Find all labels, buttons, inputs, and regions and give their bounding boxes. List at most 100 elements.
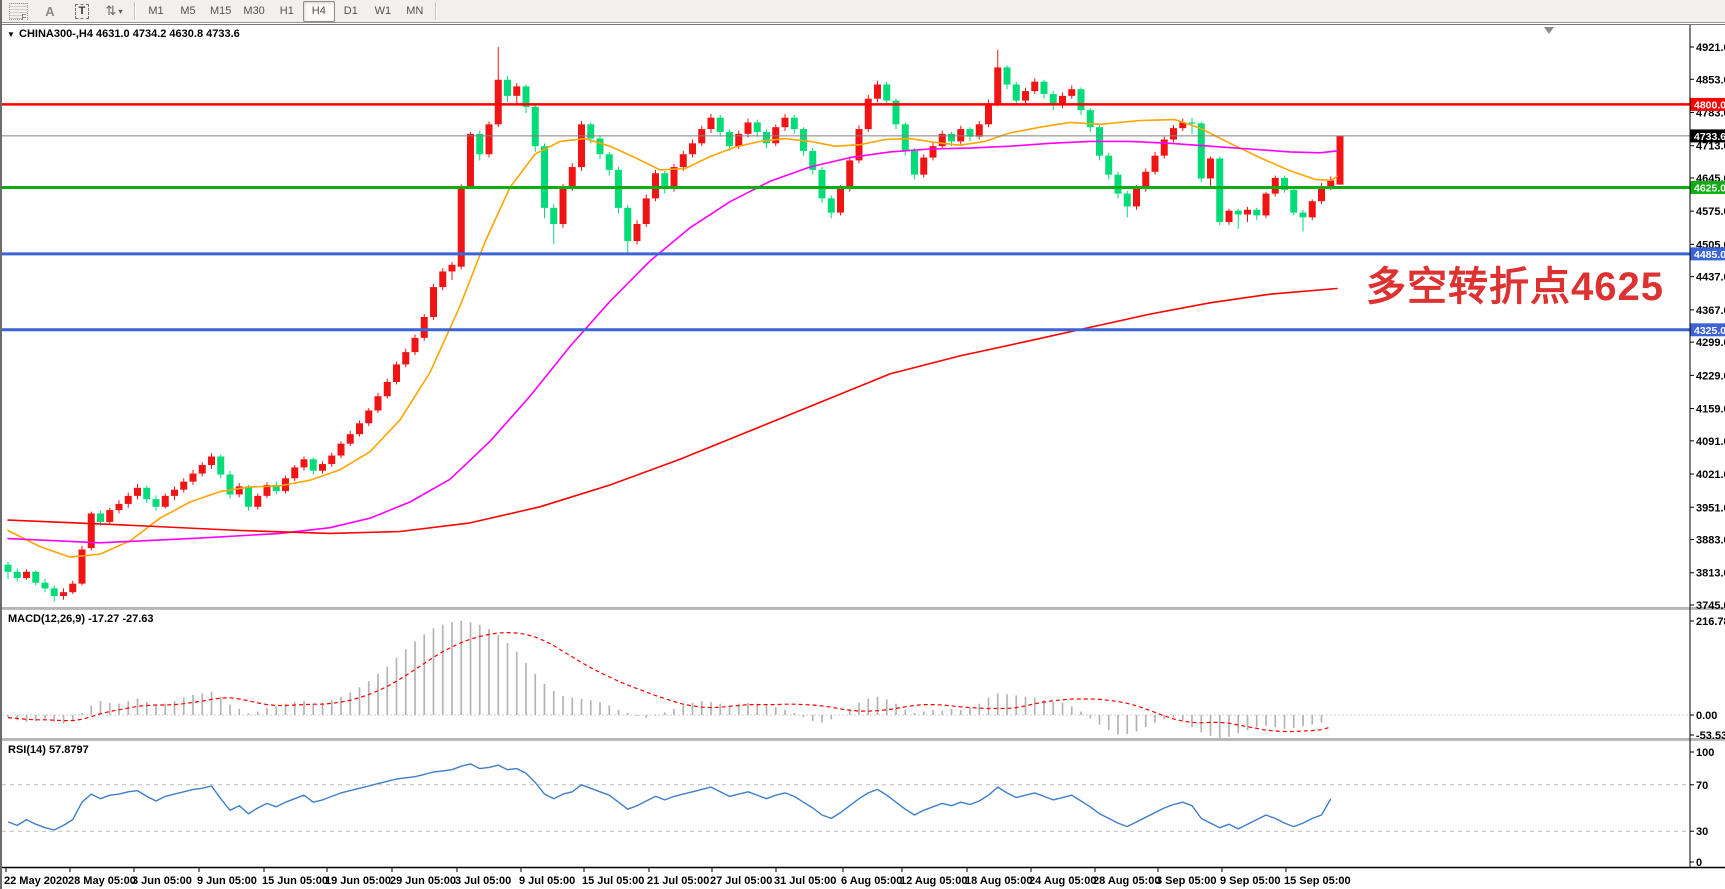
candle-body: [1299, 212, 1307, 218]
candle-body: [235, 486, 243, 495]
price-tick-label: 4367.0: [1696, 305, 1725, 317]
candle-body: [901, 124, 909, 151]
candle-body: [568, 167, 576, 188]
candle-body: [1068, 89, 1076, 96]
timeframe-h4-button[interactable]: H4: [302, 0, 335, 22]
timeframe-w1-button[interactable]: W1: [374, 5, 392, 17]
candle-body: [161, 495, 169, 507]
candle-body: [106, 510, 114, 522]
candle-body: [1040, 81, 1048, 94]
date-tick-label: 21 Jul 05:00: [647, 875, 709, 887]
candle-body: [1207, 158, 1214, 179]
candle-body: [605, 154, 613, 170]
arrows-object-icon: ⇅: [105, 3, 117, 18]
timeframe-m5-button[interactable]: M5: [180, 5, 196, 17]
timeframe-mn-button[interactable]: MN: [406, 5, 424, 17]
template-f-button[interactable]: F: [2, 1, 34, 22]
ma-slow-red: [7, 287, 1338, 535]
date-tick-label: 29 Jun 05:00: [390, 875, 456, 887]
ma-fast-orange: [7, 118, 1338, 558]
candle-body: [1290, 189, 1298, 213]
candle-body: [689, 143, 696, 155]
date-tick-label: 24 Aug 05:00: [1029, 875, 1096, 887]
timeframe-m30-button[interactable]: M30: [243, 5, 265, 17]
candle-body: [975, 124, 983, 137]
candle-body: [578, 124, 585, 168]
timeframe-h1-button[interactable]: H1: [279, 5, 294, 17]
date-tick-label: 12 Aug 05:00: [900, 875, 967, 887]
candle-body: [254, 495, 262, 507]
candle-body: [467, 133, 474, 187]
candle-body: [883, 84, 891, 101]
toolbar-separator: [134, 2, 136, 20]
date-tick-label: 15 Jul 05:00: [582, 875, 644, 887]
candle-body: [772, 127, 780, 144]
rsi-tick-label: 100: [1696, 747, 1714, 759]
candle-body: [670, 167, 678, 189]
price-tick-label: 3951.0: [1696, 502, 1725, 514]
candle-body: [476, 133, 484, 155]
candle-body: [32, 571, 40, 583]
date-tick-label: 27 Jul 05:00: [710, 875, 772, 887]
price-badge-label: 4800.0: [1694, 99, 1725, 111]
macd-tick-label: 0.00: [1696, 710, 1717, 722]
rsi-line: [7, 763, 1332, 831]
candle-body: [328, 455, 336, 465]
price-badge-label: 4325.0: [1694, 325, 1725, 337]
candle-body: [790, 117, 798, 130]
candle-body: [393, 364, 400, 382]
date-tick-label: 28 Aug 05:00: [1093, 875, 1160, 887]
text-label-button[interactable]: A: [45, 3, 55, 19]
candle-body: [1114, 174, 1122, 194]
candle-body: [1142, 171, 1150, 189]
toolbar-separator: [434, 2, 437, 20]
chart-menu-triangle-icon[interactable]: ▼: [7, 30, 15, 39]
price-tick-label: 4299.0: [1696, 337, 1725, 349]
price-tick-label: 4575.0: [1696, 206, 1725, 218]
candle-body: [143, 487, 151, 500]
price-badge-4325.0: [1690, 323, 1725, 337]
candle-body: [485, 124, 493, 155]
price-badge-4625.0: [1690, 180, 1725, 194]
price-badge-label: 4485.0: [1694, 249, 1725, 261]
candle-body: [13, 571, 21, 578]
toolbar: F A T ⇅ ▾ M1 M5 M15 M30 H1 H4 D1 W1 MN: [0, 0, 1725, 23]
candle-body: [892, 100, 900, 125]
date-tick-label: 18 Aug 05:00: [965, 875, 1032, 887]
candle-body: [319, 464, 326, 471]
candle-body: [1262, 193, 1270, 216]
timeframe-m15-button[interactable]: M15: [210, 5, 232, 17]
candle-body: [411, 337, 419, 353]
candle-body: [679, 154, 687, 168]
price-tick-label: 4229.0: [1696, 370, 1725, 382]
candle-body: [929, 146, 937, 158]
candle-body: [726, 131, 733, 147]
candle-body: [1077, 89, 1085, 111]
candle-body: [1308, 201, 1316, 218]
rsi-indicator-label: RSI(14) 57.8797: [8, 744, 89, 756]
candle-body: [356, 423, 363, 435]
date-tick-label: 28 May 05:00: [68, 875, 136, 887]
candle-body: [60, 592, 67, 596]
price-badge-4733.6: [1690, 129, 1725, 143]
candle-body: [1271, 177, 1279, 194]
candle-body: [1253, 209, 1261, 216]
candle-body: [402, 352, 410, 365]
candle-body: [208, 456, 215, 466]
candle-body: [448, 264, 456, 272]
candle-body: [337, 443, 345, 456]
candle-body: [4, 564, 12, 572]
candle-body: [559, 187, 567, 224]
candle-body: [494, 79, 502, 125]
price-tick-label: 4159.0: [1696, 404, 1725, 416]
candle-body: [1197, 123, 1205, 179]
chart-shift-marker-icon: [1544, 27, 1554, 34]
candle-body: [1086, 110, 1094, 128]
text-box-button[interactable]: T: [66, 1, 98, 22]
timeframe-d1-button[interactable]: D1: [343, 5, 358, 17]
candle-body: [87, 513, 95, 549]
arrow-objects-button[interactable]: ⇅ ▾: [98, 1, 130, 22]
timeframe-m1-button[interactable]: M1: [148, 5, 164, 17]
candle-body: [707, 117, 715, 130]
